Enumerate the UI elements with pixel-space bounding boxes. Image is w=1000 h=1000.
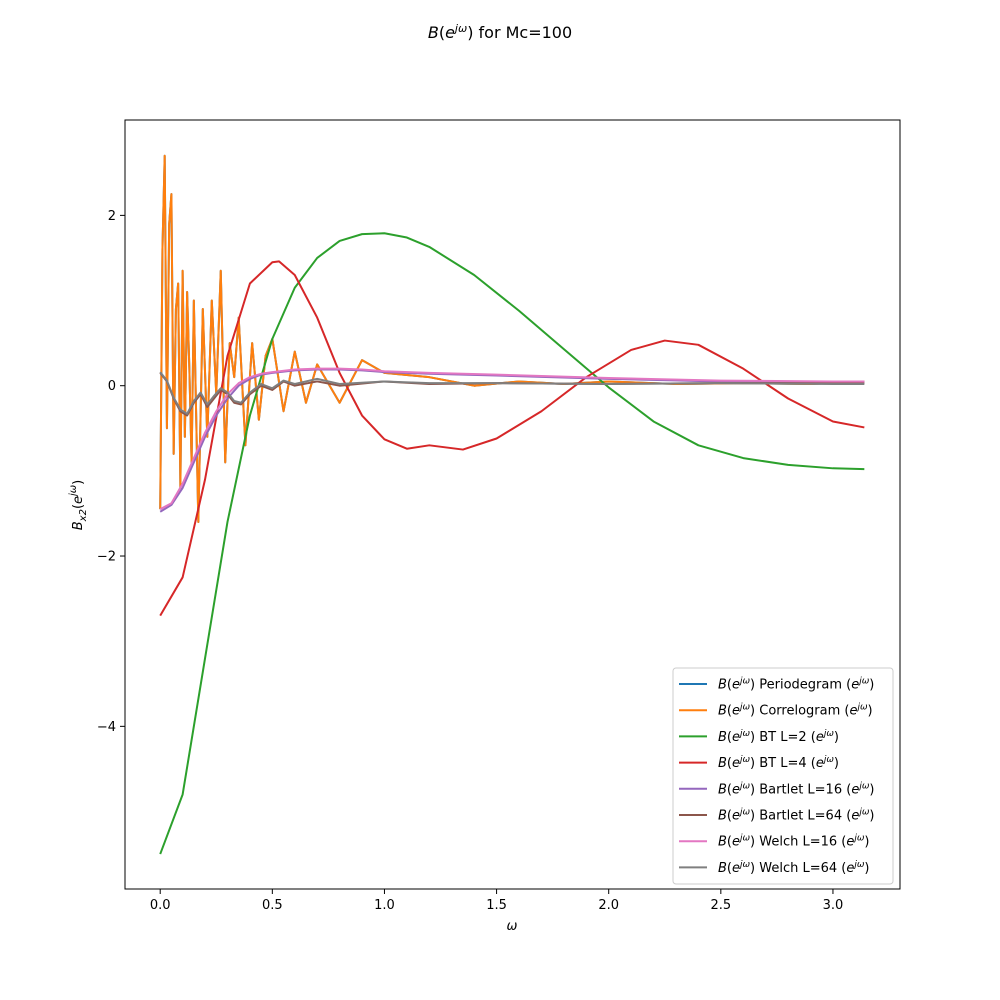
series-line-1: [159, 154, 865, 523]
legend: B(ejω) Periodegram (ejω) B(ejω) Correlogr…: [672, 667, 894, 885]
legend-label: B(ejω) BT L=4 (ejω): [718, 755, 839, 771]
legend-label: B(ejω) Welch L=64 (ejω): [718, 860, 869, 876]
x-tick-label: 1.0: [374, 898, 395, 913]
series-line-5: [159, 368, 865, 513]
legend-label: B(ejω) Welch L=16 (ejω): [718, 834, 869, 850]
series-line-8: [159, 371, 865, 415]
series-line-3: [159, 232, 865, 855]
x-tick-label: 0.5: [262, 898, 283, 913]
legend-label: B(ejω) Periodegram (ejω): [718, 677, 874, 693]
plot-area-frame: [124, 119, 901, 890]
legend-label: B(ejω) Correlogram (ejω): [718, 703, 873, 719]
y-tick-label: 0: [108, 379, 116, 394]
series-line-7: [159, 367, 865, 511]
y-tick-label: 2: [108, 209, 116, 224]
legend-box: [672, 667, 894, 885]
series-lines: [159, 154, 865, 855]
legend-label: B(ejω) Bartlet L=16 (ejω): [718, 781, 874, 797]
y-axis-ticks: −4 −2 0 2: [97, 209, 125, 735]
series-line-2: [159, 154, 865, 523]
series-line-4: [159, 260, 865, 617]
x-tick-label: 0.0: [150, 898, 171, 913]
y-tick-label: −2: [97, 550, 116, 565]
y-tick-label: −4: [97, 720, 116, 735]
x-tick-label: 2.0: [598, 898, 619, 913]
y-axis-label: Bx2(ejω): [68, 480, 89, 531]
legend-label: B(ejω) Bartlet L=64 (ejω): [718, 808, 874, 824]
x-tick-label: 1.5: [486, 898, 507, 913]
x-axis-label: ω: [507, 919, 518, 934]
x-tick-label: 3.0: [823, 898, 844, 913]
legend-label: B(ejω) BT L=2 (ejω): [718, 729, 839, 745]
x-tick-label: 2.5: [710, 898, 731, 913]
chart-title: B(ejω) for Mc=100: [428, 22, 572, 42]
x-axis-ticks: 0.0 0.5 1.0 1.5 2.0 2.5 3.0: [150, 889, 843, 913]
